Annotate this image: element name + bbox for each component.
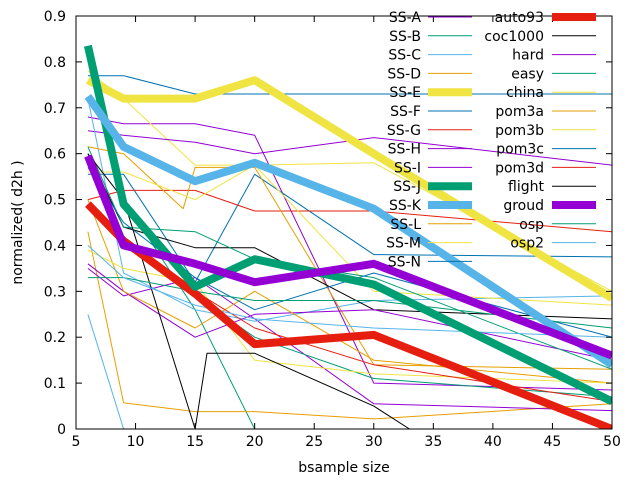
- legend-label-ss-n: SS-N: [388, 254, 421, 270]
- y-axis-label: normalized( d2h ): [10, 160, 26, 284]
- x-tick-label: 40: [484, 434, 502, 450]
- legend-label-ss-d: SS-D: [387, 66, 421, 82]
- legend-label-ss-e: SS-E: [389, 85, 421, 101]
- legend-label-ss-a: SS-A: [389, 10, 422, 26]
- tick-layer: 5 10 15 20 25 30 35 40 45 50 0 0.1 0.2 0.3 0.4 0.5 0.6 0.…: [44, 9, 621, 450]
- y-tick-label: 0.5: [44, 193, 66, 209]
- series-line-ss-h: [87, 268, 612, 412]
- series-line-ss-d: [87, 231, 612, 420]
- legend-label-coc1000: coc1000: [484, 29, 544, 45]
- legend: SS-A SS-B SS-C SS-D SS-E SS-F SS-G SS-H SS-I SS-J…: [386, 10, 596, 270]
- x-tick-label: 35: [424, 434, 442, 450]
- series-line-hard: [87, 263, 612, 361]
- y-tick-label: 0.3: [44, 284, 66, 300]
- legend-label-pom3b: pom3b: [495, 123, 544, 139]
- x-tick-label: 30: [365, 434, 383, 450]
- legend-label-ss-i: SS-I: [394, 160, 421, 176]
- series-layer: [83, 44, 612, 429]
- plot-frame: [75, 15, 613, 430]
- x-tick-label: 15: [186, 434, 204, 450]
- legend-label-auto93: auto93: [495, 10, 544, 26]
- legend-label-ss-k: SS-K: [389, 198, 422, 214]
- series-line-china: [86, 76, 612, 302]
- legend-label-ss-m: SS-M: [386, 236, 421, 252]
- y-tick-label: 0.6: [44, 147, 66, 163]
- y-tick-label: 0.4: [44, 238, 66, 254]
- legend-label-ss-j: SS-J: [393, 179, 421, 195]
- x-tick-label: 25: [305, 434, 323, 450]
- series-line-flight: [84, 93, 612, 369]
- series-line-osp2: [87, 245, 612, 338]
- legend-label-easy: easy: [511, 66, 544, 82]
- legend-label-ss-g: SS-G: [387, 123, 421, 139]
- legend-label-ss-f: SS-F: [390, 104, 421, 120]
- x-tick-label: 45: [544, 434, 562, 450]
- legend-label-flight: flight: [508, 179, 544, 195]
- series-line-ss-a: [87, 116, 612, 391]
- legend-label-hard: hard: [512, 48, 544, 64]
- legend-label-ss-b: SS-B: [389, 29, 421, 45]
- legend-label-pom3a: pom3a: [495, 104, 544, 120]
- y-tick-label: 0.9: [44, 9, 66, 25]
- y-tick-label: 0.2: [44, 330, 66, 346]
- legend-label-ss-h: SS-H: [388, 142, 421, 158]
- legend-label-osp: osp: [519, 217, 544, 233]
- x-tick-label: 20: [246, 434, 264, 450]
- series-line-ss-c: [87, 314, 125, 429]
- y-tick-label: 0.7: [44, 101, 66, 117]
- x-tick-label: 5: [72, 434, 81, 450]
- y-tick-label: 0: [57, 422, 66, 438]
- legend-label-osp2: osp2: [510, 236, 544, 252]
- legend-label-ss-l: SS-L: [390, 217, 421, 233]
- series-line-groud: [84, 154, 612, 360]
- y-tick-label: 0.1: [44, 376, 66, 392]
- y-tick-label: 0.8: [44, 55, 66, 71]
- x-tick-label: 50: [603, 434, 621, 450]
- x-tick-label: 10: [127, 434, 145, 450]
- x-axis-label: bsample size: [298, 460, 389, 476]
- legend-label-china: china: [506, 85, 544, 101]
- legend-label-ss-c: SS-C: [388, 48, 421, 64]
- series-line-pom3c: [87, 167, 612, 338]
- legend-label-pom3d: pom3d: [495, 160, 544, 176]
- legend-label-groud: groud: [503, 198, 544, 214]
- legend-label-pom3c: pom3c: [496, 142, 544, 158]
- series-line-ss-n: [87, 75, 612, 95]
